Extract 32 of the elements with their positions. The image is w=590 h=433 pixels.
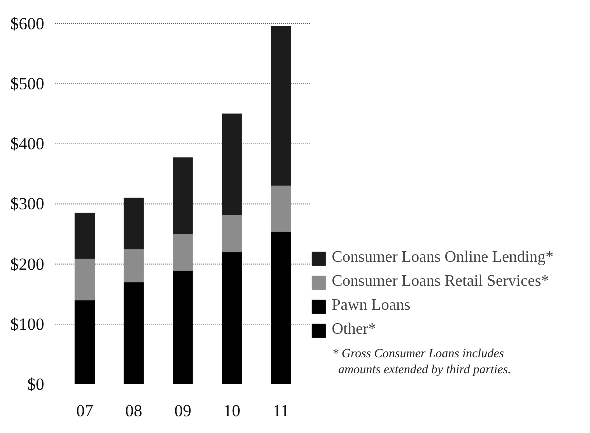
y-tick-label: $600: [10, 14, 44, 34]
bar: [222, 214, 242, 253]
bar: [173, 234, 194, 272]
bar: [222, 114, 242, 216]
y-tick-label: $200: [10, 254, 44, 274]
bar: [74, 212, 96, 260]
bar: [271, 232, 292, 384]
bar: [222, 252, 242, 384]
x-tick-label: 11: [273, 402, 290, 420]
bar: [74, 300, 96, 384]
bar: [271, 26, 292, 186]
bar: [124, 282, 144, 384]
x-tick-label: 10: [224, 402, 241, 420]
legend-label: Consumer Loans Retail Services*: [332, 273, 550, 291]
legend-label: Consumer Loans Online Lending*: [332, 249, 554, 267]
y-tick-label: $100: [10, 314, 44, 334]
legend-label: Pawn Loans: [332, 297, 411, 315]
y-tick-label: $400: [10, 134, 44, 154]
bar: [173, 158, 194, 235]
x-tick-label: 08: [126, 402, 143, 420]
bar: [124, 249, 144, 283]
bar: [173, 270, 194, 384]
text: * Gross Consumer Loans includes amounts extended by third parties.: [332, 346, 512, 376]
bar: [271, 185, 292, 232]
legend-label: Other*: [332, 321, 376, 339]
bar: [74, 258, 96, 301]
y-tick-label: $0: [28, 375, 44, 394]
bar: [124, 198, 144, 250]
y-tick-label: $500: [10, 74, 44, 94]
x-tick-label: 07: [76, 402, 94, 420]
x-tick-label: 09: [174, 402, 192, 420]
y-tick-label: $300: [10, 194, 44, 214]
